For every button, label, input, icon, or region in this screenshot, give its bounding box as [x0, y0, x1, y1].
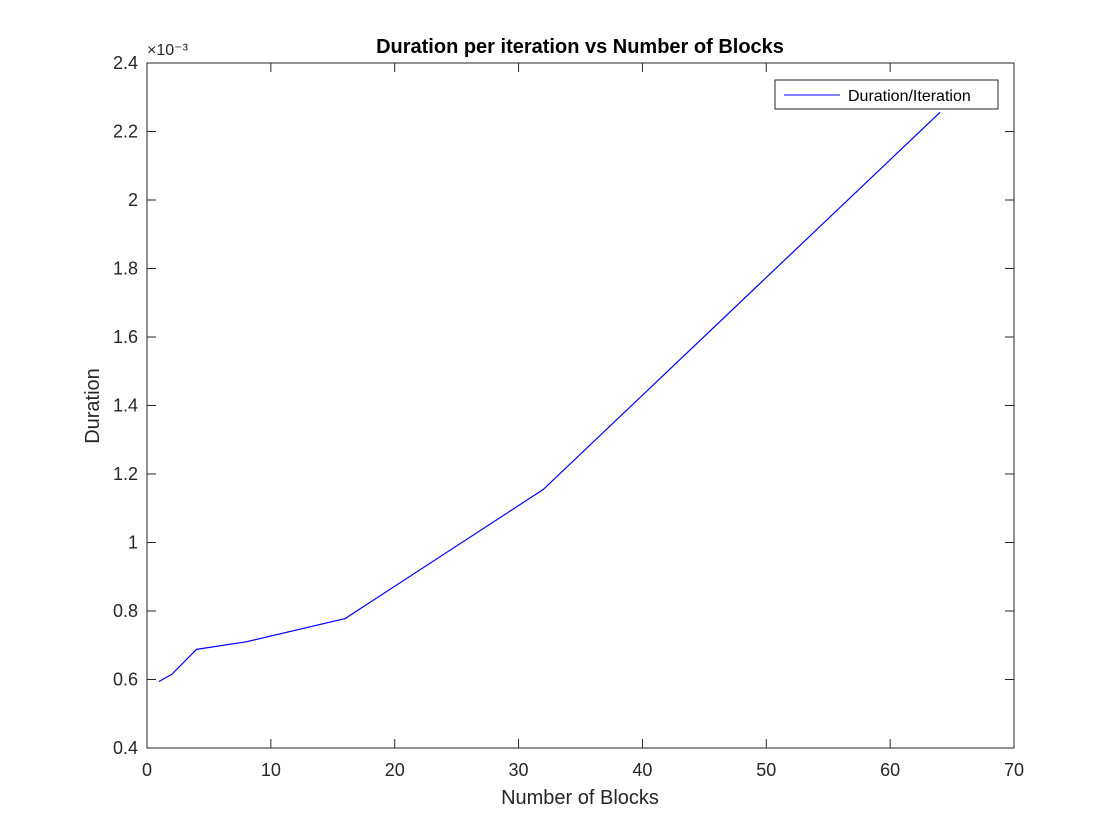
x-tick-label: 0	[142, 760, 152, 780]
y-tick-label: 1.2	[113, 464, 138, 484]
axes-box	[146, 62, 1015, 749]
y-tick-label: 2.4	[113, 53, 138, 73]
y-tick-label: 0.8	[113, 601, 138, 621]
y-tick-label: 1.6	[113, 327, 138, 347]
x-tick-label: 10	[261, 760, 281, 780]
y-tick-label: 1.8	[113, 259, 138, 279]
x-tick-label: 30	[509, 760, 529, 780]
y-tick-label: 1.4	[113, 396, 138, 416]
data-point	[171, 673, 173, 675]
y-axis-label: Duration	[82, 368, 104, 444]
x-tick-label: 70	[1004, 760, 1024, 780]
series-layer	[158, 112, 941, 682]
x-tick-label: 20	[385, 760, 405, 780]
chart-title: Duration per iteration vs Number of Bloc…	[376, 36, 784, 58]
y-tick-label: 1	[128, 533, 138, 553]
data-point	[158, 680, 160, 682]
ticks-layer: 0 10 20 30 40 50 60 70 0.4 0.6 0.8 1 1.2 1.4 1.6 1.8 2 2.…	[113, 53, 1024, 780]
data-point	[542, 488, 544, 491]
legend[interactable]: Duration/Iteration	[774, 79, 999, 110]
x-tick-label: 40	[632, 760, 652, 780]
data-point	[939, 112, 941, 114]
data-point	[344, 617, 346, 620]
data-point	[245, 641, 247, 643]
x-axis-label: Number of Blocks	[501, 787, 659, 809]
x-tick-label: 50	[756, 760, 776, 780]
y-tick-label: 2	[128, 190, 138, 210]
legend-entry-label: Duration/Iteration	[848, 88, 971, 105]
data-point	[195, 648, 198, 650]
y-axis-exponent: ×10⁻³	[147, 42, 189, 59]
plot-area	[147, 63, 1014, 748]
y-tick-label: 2.2	[113, 122, 138, 142]
y-tick-label: 0.6	[113, 670, 138, 690]
y-tick-label: 0.4	[113, 738, 138, 758]
x-tick-label: 60	[880, 760, 900, 780]
